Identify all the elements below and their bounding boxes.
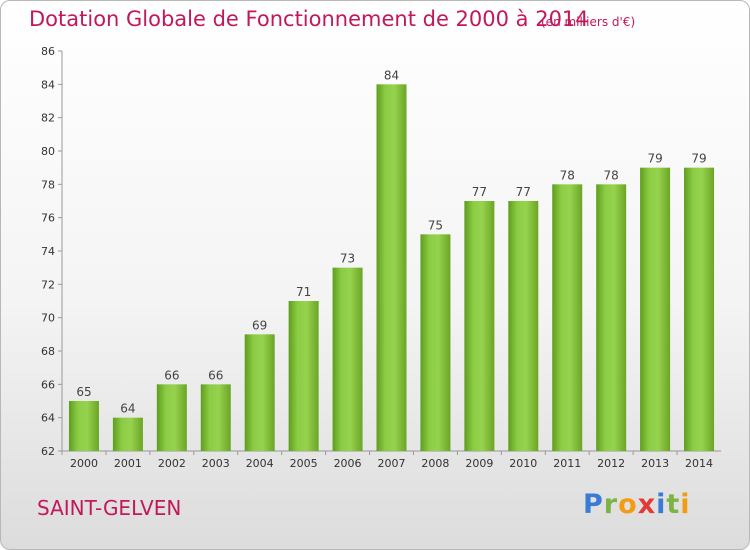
x-tick-label: 2001 — [114, 457, 142, 470]
bar-2009 — [464, 201, 495, 451]
bar-2006 — [332, 267, 363, 451]
y-tick-label: 86 — [41, 45, 55, 58]
logo-letter: x — [637, 489, 657, 520]
y-tick-label: 64 — [41, 412, 55, 425]
x-tick-label: 2013 — [641, 457, 669, 470]
bar-value-label: 75 — [428, 218, 443, 232]
y-tick-label: 84 — [41, 78, 55, 91]
x-tick-label: 2006 — [334, 457, 362, 470]
y-tick-label: 62 — [41, 445, 55, 458]
commune-name: SAINT-GELVEN — [37, 496, 182, 520]
bar-2005 — [288, 301, 319, 451]
y-tick-label: 70 — [41, 312, 55, 325]
logo-letter: r — [603, 489, 619, 520]
bar-2001 — [112, 417, 143, 451]
bar-value-label: 78 — [560, 168, 575, 182]
bar-2008 — [420, 234, 451, 451]
bar-value-label: 65 — [76, 385, 91, 399]
y-tick-label: 80 — [41, 145, 55, 158]
y-tick-label: 66 — [41, 378, 55, 391]
x-tick-label: 2003 — [202, 457, 230, 470]
x-tick-label: 2012 — [597, 457, 625, 470]
x-tick-label: 2002 — [158, 457, 186, 470]
x-tick-label: 2009 — [465, 457, 493, 470]
x-tick-label: 2007 — [378, 457, 406, 470]
x-tick-label: 2008 — [421, 457, 449, 470]
y-tick-label: 76 — [41, 212, 55, 225]
logo-letter: P — [583, 489, 604, 520]
bar-2012 — [596, 184, 627, 452]
bar-value-label: 84 — [384, 68, 399, 82]
bar-2014 — [684, 167, 715, 451]
bar-2010 — [508, 201, 539, 451]
x-tick-label: 2000 — [70, 457, 98, 470]
bar-value-label: 69 — [252, 318, 267, 332]
x-tick-label: 2010 — [509, 457, 537, 470]
y-tick-label: 72 — [41, 278, 55, 291]
bar-2004 — [244, 334, 275, 451]
bar-2003 — [200, 384, 231, 451]
y-tick-label: 82 — [41, 112, 55, 125]
bar-value-label: 71 — [296, 285, 311, 299]
logo-letter: i — [656, 489, 667, 520]
bar-value-label: 73 — [340, 252, 355, 266]
bar-value-label: 64 — [120, 402, 135, 416]
y-tick-label: 78 — [41, 178, 55, 191]
chart-title: Dotation Globale de Fonctionnement de 20… — [29, 7, 589, 31]
bar-value-label: 78 — [604, 168, 619, 182]
bar-value-label: 79 — [647, 152, 662, 166]
bar-value-label: 66 — [164, 368, 179, 382]
bar-2007 — [376, 84, 407, 451]
x-tick-label: 2011 — [553, 457, 581, 470]
bar-2013 — [640, 167, 671, 451]
logo-letter: o — [618, 489, 638, 520]
bar-value-label: 66 — [208, 368, 223, 382]
proxiti-logo: Proxiti — [583, 489, 691, 520]
bar-2002 — [156, 384, 187, 451]
logo-letter: t — [666, 489, 681, 520]
y-tick-label: 74 — [41, 245, 55, 258]
y-tick-label: 68 — [41, 345, 55, 358]
bar-2011 — [552, 184, 583, 452]
bar-2000 — [68, 401, 99, 451]
x-tick-label: 2005 — [290, 457, 318, 470]
x-tick-label: 2014 — [685, 457, 713, 470]
bar-value-label: 79 — [691, 152, 706, 166]
bar-value-label: 77 — [516, 185, 531, 199]
logo-letter: i — [680, 489, 691, 520]
bar-value-label: 77 — [472, 185, 487, 199]
x-tick-label: 2004 — [246, 457, 274, 470]
chart-subtitle: (en milliers d'€) — [541, 15, 636, 29]
